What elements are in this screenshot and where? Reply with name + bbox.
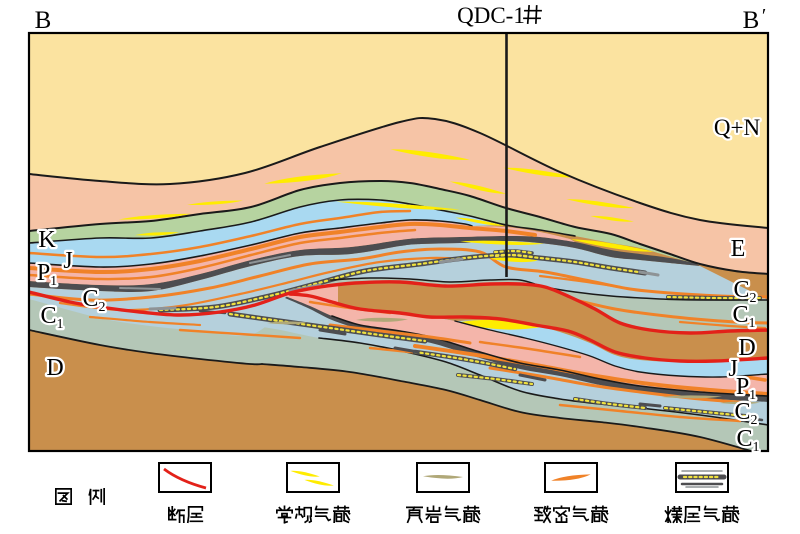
svg-text:J: J <box>728 356 737 382</box>
svg-text:K: K <box>38 227 56 253</box>
svg-text:C1: C1 <box>736 426 759 455</box>
svg-text:B: B <box>743 7 760 34</box>
svg-text:Q+N: Q+N <box>714 115 761 140</box>
svg-text:E: E <box>731 236 746 262</box>
svg-text:′: ′ <box>762 5 766 27</box>
svg-text:QDC-1: QDC-1 <box>457 3 525 28</box>
svg-text:D: D <box>738 335 755 361</box>
svg-text:D: D <box>46 355 63 381</box>
svg-text:B: B <box>35 7 52 34</box>
svg-text:J: J <box>63 248 72 274</box>
svg-text:P1: P1 <box>37 260 57 289</box>
